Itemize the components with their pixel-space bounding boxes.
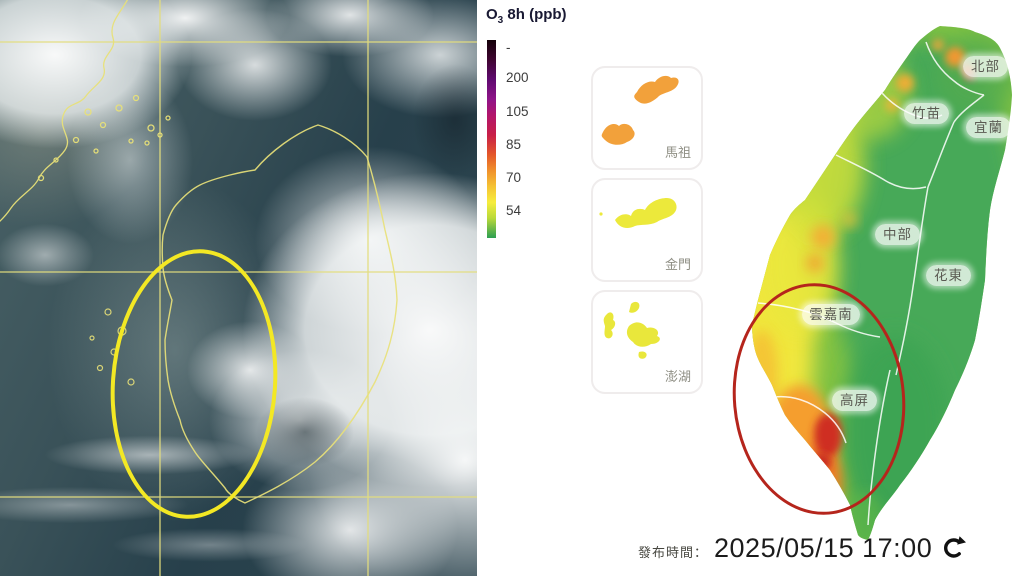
kinmen-island-shape: [599, 198, 677, 228]
region-label-huadong: 花東: [926, 265, 971, 286]
legend-tick: 85: [506, 137, 522, 152]
inset-matsu-label: 馬祖: [664, 145, 691, 160]
region-label-chumiao: 竹苗: [904, 103, 949, 124]
penghu-islands-outline: [89, 308, 135, 386]
penghu-islands-shape: [603, 301, 660, 359]
legend-tick: -: [506, 40, 511, 55]
region-boundaries: [757, 41, 985, 526]
inset-penghu: 澎湖: [591, 290, 703, 394]
taiwan-coastline: [161, 124, 398, 504]
inset-matsu: 馬祖: [591, 66, 703, 170]
publish-timestamp: 2025/05/15 17:00: [714, 533, 933, 563]
region-label-yilan: 宜蘭: [966, 117, 1011, 138]
inset-penghu-label: 澎湖: [664, 369, 691, 384]
matsu-islands-shape: [601, 75, 679, 145]
footer: 發布時間： 2025/05/15 17:00: [638, 533, 967, 565]
inset-kinmen: 金門: [591, 178, 703, 282]
legend-tick: 70: [506, 170, 522, 185]
china-coastline: [0, 0, 171, 223]
region-label-north: 北部: [963, 56, 1008, 77]
inset-kinmen-label: 金門: [664, 257, 691, 272]
legend-tick: 105: [506, 104, 529, 119]
region-label-kaoping: 高屏: [832, 390, 877, 411]
satellite-overlay: [0, 0, 477, 576]
colorbar: [487, 40, 496, 238]
satellite-panel: [0, 0, 477, 576]
legend-tick: 200: [506, 70, 529, 85]
region-label-yunchianan: 雲嘉南: [802, 304, 860, 325]
legend-tick: 54: [506, 203, 522, 218]
legend-title: O3 8h (ppb): [486, 6, 567, 26]
refresh-icon[interactable]: [942, 536, 967, 565]
graticule-grid: [0, 0, 477, 576]
publish-time-label: 發布時間：: [638, 545, 709, 560]
region-label-central: 中部: [875, 224, 920, 245]
